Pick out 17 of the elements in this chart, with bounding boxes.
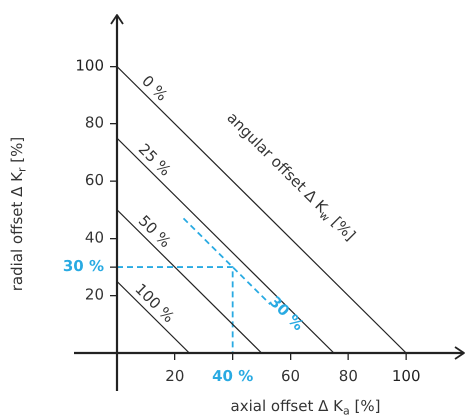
x-tick-label: 80 [338, 366, 358, 385]
text: 0 % [138, 72, 172, 105]
y-axis-title: radial offset Δ Kr [%] [8, 136, 28, 292]
text: 50 % [134, 212, 175, 252]
y-tick-label: 30 % [62, 256, 104, 275]
x-tick-label: 60 [280, 366, 300, 385]
text: 25 % [134, 140, 175, 180]
text: 30 % [266, 292, 308, 334]
x-tick-label: 40 % [212, 366, 254, 385]
y-tick-label: 40 [84, 228, 104, 246]
x-tick-label: 100 [392, 366, 420, 385]
x-tick-label: 20 [165, 366, 184, 385]
y-tick-label: 20 [84, 286, 104, 304]
y-tick-label: 80 [84, 114, 104, 132]
y-tick-label: 100 [75, 56, 104, 74]
y-tick-label: 60 [84, 171, 104, 190]
text: 100 % [131, 280, 178, 326]
